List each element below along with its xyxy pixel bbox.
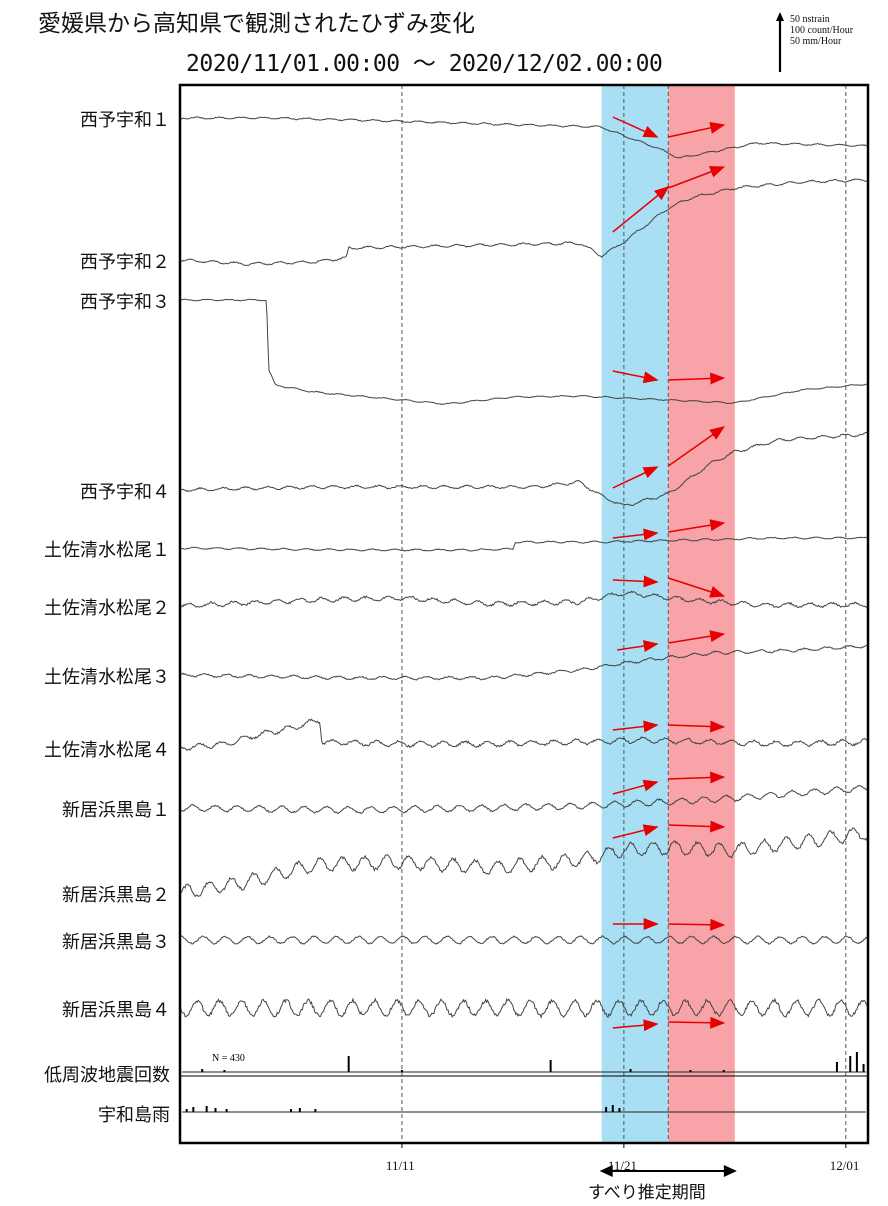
trend-arrow <box>668 577 726 598</box>
station-label: 西予宇和２ <box>80 252 170 273</box>
station-label: 新居浜黒島３ <box>62 932 170 953</box>
trend-arrow <box>668 771 726 784</box>
station-label: 低周波地震回数 <box>44 1065 170 1086</box>
trend-arrow <box>612 1019 659 1032</box>
strain-trace <box>179 431 868 507</box>
trend-arrow <box>668 519 726 533</box>
plot-frame <box>178 83 870 1145</box>
station-label: 土佐清水松尾１ <box>44 540 170 561</box>
strain-trace <box>179 644 869 681</box>
trend-arrow <box>612 186 670 233</box>
slip-period-arrow <box>599 1165 737 1177</box>
trend-arrow <box>668 720 726 733</box>
trend-arrow <box>668 630 726 644</box>
earthquake-count-text: N = 430 <box>212 1053 245 1064</box>
strain-trace <box>179 536 869 552</box>
strain-trace <box>179 935 869 945</box>
station-label: 新居浜黒島２ <box>62 885 170 906</box>
strain-trace <box>179 827 869 898</box>
slip-band-red <box>668 85 735 1143</box>
station-label: 西予宇和３ <box>80 292 170 313</box>
scale-label-count: 100 count/Hour <box>790 25 854 36</box>
scale-arrow-icon <box>776 12 784 72</box>
strain-trace <box>179 784 869 815</box>
trend-arrow <box>612 779 659 795</box>
trend-arrow <box>668 820 726 833</box>
period-label: 2020/11/01.00:00 〜 2020/12/02.00:00 <box>186 51 663 77</box>
station-label: 土佐清水松尾３ <box>44 667 170 688</box>
trend-arrow <box>612 720 659 733</box>
trend-arrow <box>612 824 659 839</box>
x-tick-label: 11/21 <box>607 1158 637 1173</box>
trend-arrow <box>612 370 659 384</box>
strain-trace <box>179 718 869 752</box>
station-label: 西予宇和４ <box>80 482 170 503</box>
station-label: 土佐清水松尾２ <box>44 598 170 619</box>
scale-label-strain: 50 nstrain <box>790 14 830 25</box>
strain-trace <box>179 997 869 1019</box>
strain-trace <box>179 298 869 405</box>
trend-arrow <box>667 426 725 467</box>
strain-trace <box>179 116 868 159</box>
station-label: 土佐清水松尾４ <box>44 740 170 761</box>
trend-arrow <box>668 918 726 931</box>
scale-label-rain: 50 mm/Hour <box>790 36 842 47</box>
trend-arrow <box>617 640 659 652</box>
slip-period-label: すべり推定期間 <box>588 1183 706 1203</box>
slip-band-blue <box>601 85 669 1143</box>
trend-arrow <box>668 1016 726 1029</box>
trend-arrow <box>612 575 659 588</box>
station-label: 新居浜黒島１ <box>62 800 170 821</box>
station-label: 新居浜黒島４ <box>62 1000 170 1021</box>
trend-arrow <box>667 166 726 189</box>
trend-arrow <box>668 121 726 138</box>
trend-arrow <box>612 528 659 541</box>
station-label: 宇和島雨 <box>98 1105 170 1126</box>
trend-arrow <box>612 116 659 138</box>
chart-title: 愛媛県から高知県で観測されたひずみ変化 <box>38 11 475 37</box>
strain-trace <box>179 178 869 266</box>
trend-arrow <box>612 466 659 489</box>
strain-trace <box>179 590 869 609</box>
x-tick-label: 12/01 <box>829 1158 860 1173</box>
station-label: 西予宇和１ <box>80 110 170 131</box>
x-tick-label: 11/11 <box>385 1158 415 1173</box>
trend-arrow <box>668 372 726 385</box>
